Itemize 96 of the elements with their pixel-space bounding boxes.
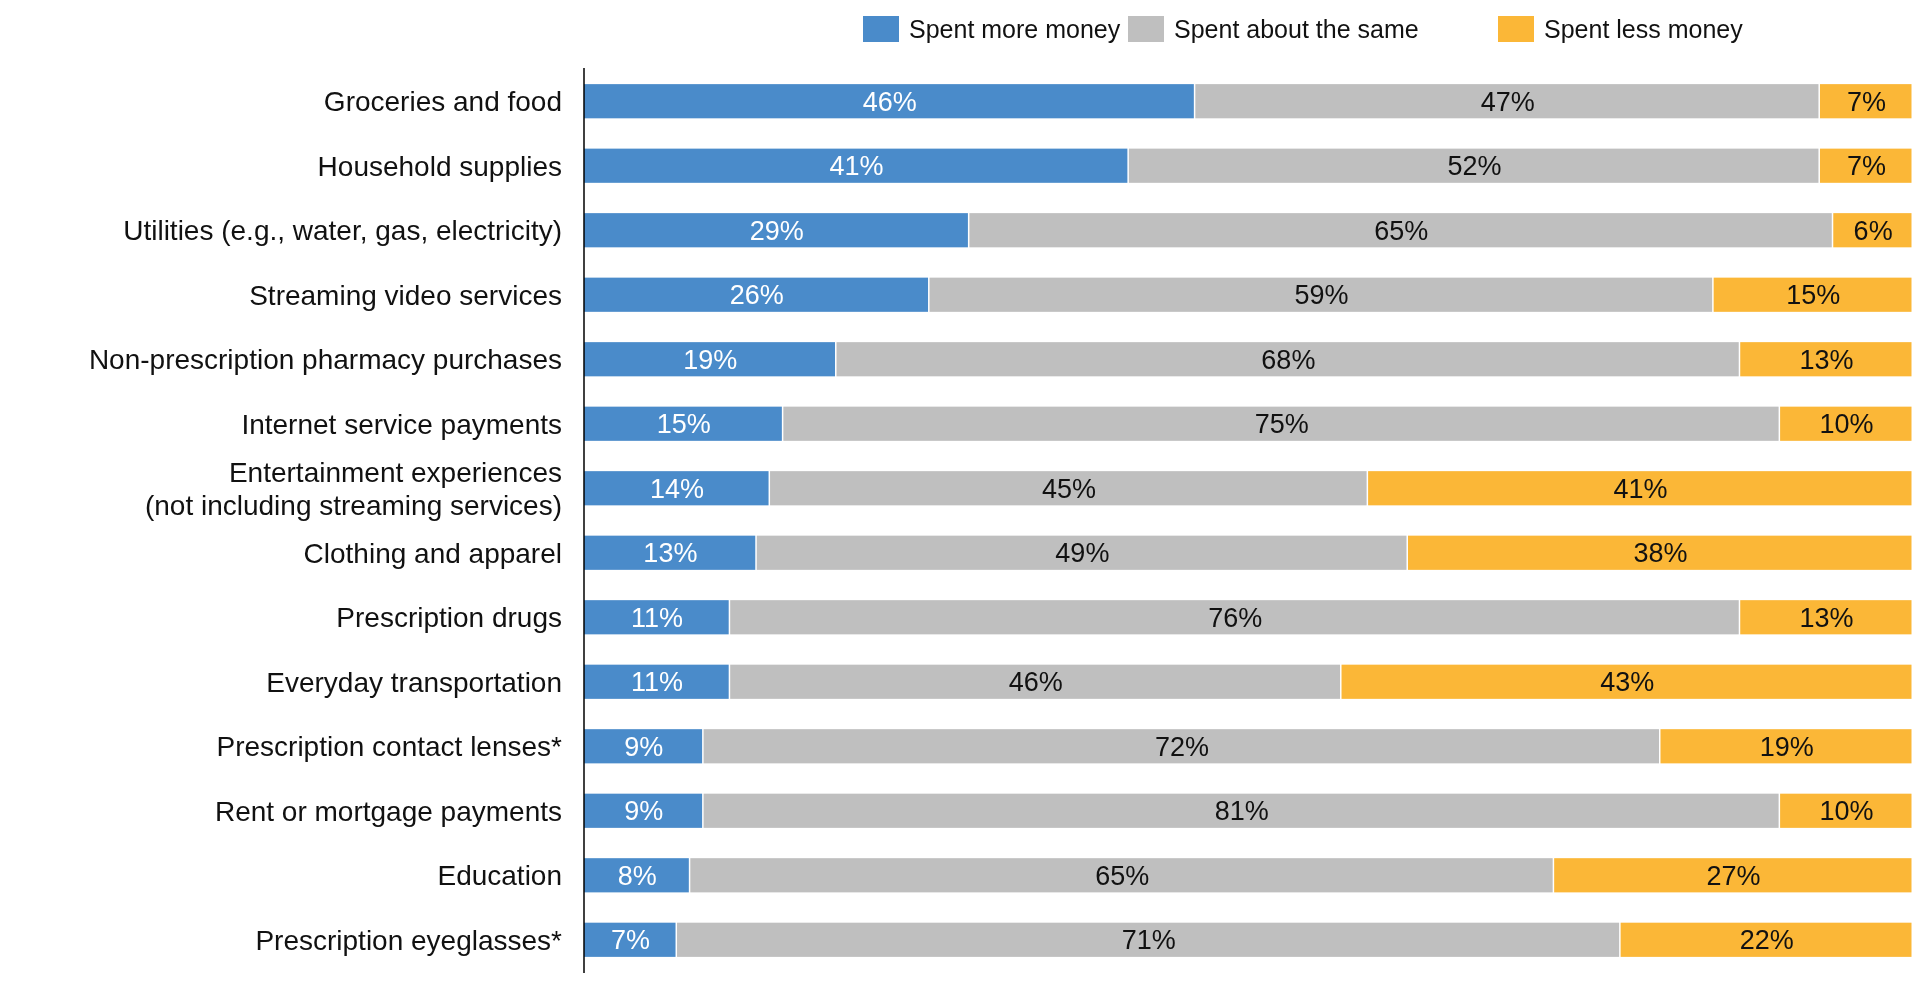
bar [584,148,1128,183]
data-label: 72% [1155,731,1210,762]
legend-label: Spent about the same [1174,14,1419,43]
bar [584,213,968,248]
data-label: 19% [683,344,738,375]
bar [1620,922,1912,957]
y-tick-label: Utilities (e.g., water, gas, electricity) [123,215,562,247]
bar [836,342,1739,377]
data-label: 81% [1214,796,1269,827]
data-label: 43% [1600,667,1655,698]
y-tick-label: Streaming video services [249,279,562,311]
data-label: 41% [829,151,884,182]
data-label: 65% [1374,215,1429,246]
bar [584,84,1194,119]
bar [756,535,1407,570]
y-tick-label: Everyday transportation [266,666,562,698]
bar [1128,148,1819,183]
y-tick-label: Internet service payments [241,408,562,440]
data-label: 38% [1633,538,1688,569]
bar [783,406,1779,441]
data-label: 10% [1819,409,1874,440]
bar [770,471,1367,506]
data-label: 49% [1055,538,1110,569]
data-label: 13% [1799,602,1854,633]
bar [1780,793,1912,828]
data-label: 46% [862,86,917,117]
y-tick-label: Education [437,860,562,892]
y-tick-label: Groceries and food [323,86,562,118]
bar [703,793,1779,828]
data-label: 68% [1261,344,1316,375]
bar [703,729,1659,764]
y-tick-label: Non-prescription pharmacy purchases [88,344,562,376]
data-label: 41% [1613,473,1668,504]
data-label: 22% [1739,925,1794,956]
y-tick-label: Prescription drugs [336,602,562,634]
bar [690,858,1553,893]
bar [584,277,929,312]
y-tick-label: Rent or mortgage payments [214,795,562,827]
data-label: 75% [1254,409,1309,440]
data-label: 15% [656,409,711,440]
data-label: 6% [1853,215,1893,246]
data-label: 14% [650,473,705,504]
data-label: 71% [1121,925,1176,956]
y-tick-label: Household supplies [317,150,562,182]
bar [969,213,1832,248]
bar [1554,858,1912,893]
legend-label: Spent more money [909,14,1121,43]
data-label: 19% [1759,731,1814,762]
bar [1780,406,1912,441]
data-label: 10% [1819,796,1874,827]
y-tick-label: Clothing and apparel [303,537,562,569]
data-label: 11% [631,602,684,633]
data-label: 27% [1706,860,1761,891]
bar [1368,471,1912,506]
data-label: 47% [1480,86,1535,117]
data-label: 13% [1799,344,1854,375]
bar [1713,277,1912,312]
bar [1341,664,1912,699]
data-label: 11% [631,667,684,698]
bar [1195,84,1819,119]
bar [584,406,782,441]
bar [1407,535,1912,570]
data-label: 7% [1846,151,1886,182]
bar [677,922,1620,957]
y-tick-label: Entertainment experiences (not including streaming services) [144,457,562,522]
legend-label: Spent less money [1544,14,1744,43]
bar [1740,342,1912,377]
data-label: 15% [1786,280,1841,311]
data-label: 26% [729,280,784,311]
data-label: 9% [624,796,664,827]
data-label: 13% [643,538,698,569]
bar [730,600,1739,635]
data-label: 29% [749,215,804,246]
data-label: 7% [611,925,651,956]
data-label: 46% [1008,667,1063,698]
bar [1660,729,1912,764]
bar [1819,84,1912,119]
bar [584,471,769,506]
bar [1740,600,1912,635]
data-label: 59% [1294,280,1349,311]
bar [584,342,836,377]
bar [584,535,756,570]
bar [929,277,1713,312]
data-label: 9% [624,731,664,762]
bar [584,600,729,635]
data-label: 52% [1447,151,1502,182]
bar [584,664,729,699]
data-label: 45% [1042,473,1097,504]
data-label: 8% [617,860,657,891]
y-tick-label: Prescription eyeglasses* [255,924,563,956]
data-label: 76% [1208,602,1263,633]
data-label: 7% [1846,86,1886,117]
y-tick-label: Prescription contact lenses* [216,731,563,763]
bar [730,664,1341,699]
data-label: 65% [1095,860,1150,891]
bar [1819,148,1912,183]
